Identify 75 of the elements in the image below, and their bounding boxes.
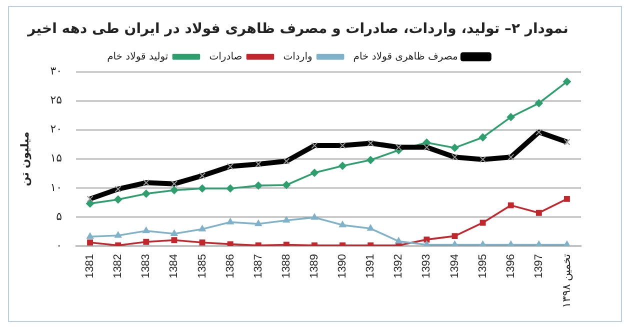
point	[143, 238, 150, 245]
point	[479, 240, 486, 246]
x-tick-label: 1388	[280, 254, 292, 278]
y-tick-label: ۱۰	[50, 180, 62, 194]
point	[506, 113, 515, 122]
point	[254, 220, 262, 226]
point	[508, 202, 514, 208]
x-tick-label: 1387	[252, 254, 264, 278]
x-tick-label: 1395	[476, 254, 489, 278]
point	[507, 240, 514, 246]
point	[142, 190, 150, 198]
point	[86, 200, 94, 208]
x-tick-label: 1396	[504, 254, 517, 278]
point	[451, 240, 458, 246]
point	[282, 180, 290, 189]
point	[171, 237, 178, 244]
point	[452, 233, 458, 240]
x-tick-label: 1394	[448, 254, 461, 278]
x-tick-label: 1393	[420, 254, 433, 278]
legend-label: تولید قولاد خام	[107, 51, 168, 62]
point	[226, 218, 234, 224]
point	[423, 240, 430, 246]
chart-title: نمودار ۲– تولید، واردات، صادرات و مصرف ظاهری فولاد در ایران طی دهه اخیر	[26, 21, 568, 38]
x-tick-label: تخمین ۱۳۹۸	[561, 254, 574, 308]
point	[142, 226, 150, 234]
point	[480, 220, 486, 226]
point	[564, 196, 570, 202]
point	[310, 168, 318, 177]
point	[114, 196, 122, 204]
point	[450, 144, 459, 152]
point	[198, 184, 206, 192]
point	[198, 225, 206, 232]
x-tick-label: 1392	[392, 254, 405, 278]
point	[199, 239, 206, 246]
point	[170, 186, 178, 194]
point	[310, 214, 318, 220]
point	[536, 210, 542, 216]
y-tick-label: ۲۵	[50, 94, 62, 107]
point	[114, 231, 122, 238]
point	[87, 239, 94, 246]
x-tick-label: 1381	[84, 254, 96, 278]
point	[562, 78, 571, 86]
y-tick-label: ۲۰	[50, 122, 62, 136]
point	[227, 241, 234, 246]
point	[367, 224, 374, 231]
y-tick-label: ۳۰	[50, 64, 62, 78]
point	[535, 240, 542, 246]
point	[395, 237, 402, 244]
x-tick-label: 1397	[532, 254, 545, 278]
legend-label: واردات	[283, 51, 312, 62]
x-tick-label: 1382	[112, 254, 124, 278]
y-tick-label: ۰	[56, 238, 62, 252]
x-tick-label: 1391	[364, 254, 377, 278]
legend-label: صادرات	[209, 51, 242, 62]
point	[424, 236, 430, 243]
point	[282, 216, 290, 223]
point	[254, 182, 262, 190]
x-tick-label: 1390	[336, 254, 349, 278]
legend-label: مصرف ظاهری قولاد خام	[353, 51, 458, 62]
y-tick-label: ۵	[56, 210, 62, 223]
point	[366, 156, 375, 164]
point	[86, 232, 94, 239]
x-tick-label: 1389	[308, 254, 321, 278]
point	[338, 162, 347, 170]
point	[170, 230, 178, 236]
x-tick-label: 1386	[224, 254, 236, 278]
y-axis-title: میلیون تن	[18, 132, 32, 186]
point	[534, 99, 543, 108]
x-tick-label: 1384	[168, 254, 180, 278]
y-tick-label: ۱۵	[50, 152, 62, 165]
point	[339, 221, 346, 228]
point	[226, 184, 234, 192]
x-tick-label: 1383	[140, 254, 152, 278]
x-tick-label: 1385	[196, 254, 208, 278]
point	[478, 133, 487, 142]
